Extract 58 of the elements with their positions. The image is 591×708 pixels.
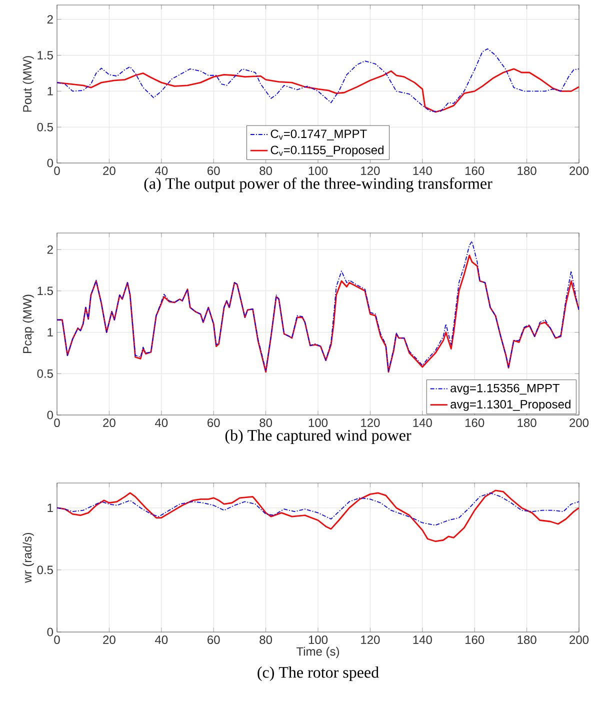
y-tick-label: 2 bbox=[47, 245, 53, 254]
x-tick-label: 20 bbox=[103, 636, 116, 644]
x-tick-label: 160 bbox=[466, 166, 484, 176]
x-tick-label: 0 bbox=[54, 166, 60, 176]
x-tick-label: 200 bbox=[570, 418, 589, 428]
x-tick-label: 140 bbox=[413, 636, 432, 644]
y-tick-label: 1 bbox=[48, 87, 53, 96]
x-tick-label: 120 bbox=[361, 418, 380, 428]
y-axis-title: wr (rad/s) bbox=[22, 532, 34, 583]
x-tick-label: 20 bbox=[103, 166, 116, 176]
x-tick-label: 40 bbox=[155, 636, 168, 644]
x-tick-label: 40 bbox=[155, 166, 168, 176]
y-tick-label: 2 bbox=[47, 15, 53, 24]
x-tick-label: 60 bbox=[208, 166, 220, 176]
x-tick-label: 120 bbox=[361, 166, 380, 176]
x-tick-label: 200 bbox=[570, 166, 589, 176]
y-tick-label: 0 bbox=[47, 158, 54, 168]
y-axis-title: Pcap (MW) bbox=[22, 294, 34, 354]
y-tick-label: 0.5 bbox=[37, 369, 53, 378]
x-tick-label: 140 bbox=[413, 166, 432, 176]
text: (b) The captured wind power bbox=[225, 430, 412, 444]
x-tick-label: 0 bbox=[54, 418, 60, 428]
x-tick-label: 160 bbox=[466, 418, 484, 428]
x-tick-label: 200 bbox=[570, 636, 589, 644]
x-tick-label: 100 bbox=[308, 418, 328, 428]
x-tick-label: 20 bbox=[103, 418, 116, 428]
y-tick-label: 1 bbox=[48, 328, 53, 336]
x-tick-label: 80 bbox=[260, 636, 272, 644]
y-tick-label: 0 bbox=[47, 628, 54, 636]
x-tick-label: 60 bbox=[208, 636, 220, 644]
text: (c) The rotor speed bbox=[258, 666, 379, 682]
text: (a) The output power of the three-winding transformer bbox=[144, 178, 492, 192]
x-tick-label: 120 bbox=[361, 636, 380, 644]
line-series bbox=[57, 490, 580, 542]
legend-label: avg=1.15356_MPPT bbox=[450, 384, 560, 395]
x-axis-title: Time (s) bbox=[296, 646, 340, 658]
x-tick-label: 40 bbox=[155, 418, 168, 428]
x-tick-label: 100 bbox=[308, 636, 328, 644]
x-tick-label: 160 bbox=[466, 636, 484, 644]
legend-label: avg=1.1301_Proposed bbox=[450, 400, 570, 411]
y-tick-label: 1.5 bbox=[38, 286, 53, 296]
x-tick-label: 180 bbox=[518, 636, 536, 644]
x-tick-label: 60 bbox=[208, 418, 220, 428]
x-tick-label: 180 bbox=[518, 166, 536, 176]
y-tick-label: 0.5 bbox=[37, 122, 53, 132]
y-tick-label: 1.5 bbox=[38, 51, 53, 60]
x-tick-label: 0 bbox=[54, 636, 60, 644]
legend-label: C$_{v}$=0.1155_Proposed bbox=[270, 145, 384, 157]
x-tick-label: 80 bbox=[260, 418, 272, 428]
y-axis-title: Pout (MW) bbox=[22, 56, 34, 112]
legend-label: C$_{v}$=0.1747_MPPT bbox=[270, 130, 367, 140]
x-tick-label: 180 bbox=[518, 418, 536, 428]
x-tick-label: 80 bbox=[260, 166, 272, 176]
x-tick-label: 140 bbox=[413, 418, 432, 428]
y-tick-label: 1 bbox=[48, 504, 53, 512]
y-tick-label: 0.5 bbox=[37, 566, 53, 574]
x-tick-label: 100 bbox=[308, 166, 328, 176]
y-tick-label: 0 bbox=[47, 410, 54, 420]
